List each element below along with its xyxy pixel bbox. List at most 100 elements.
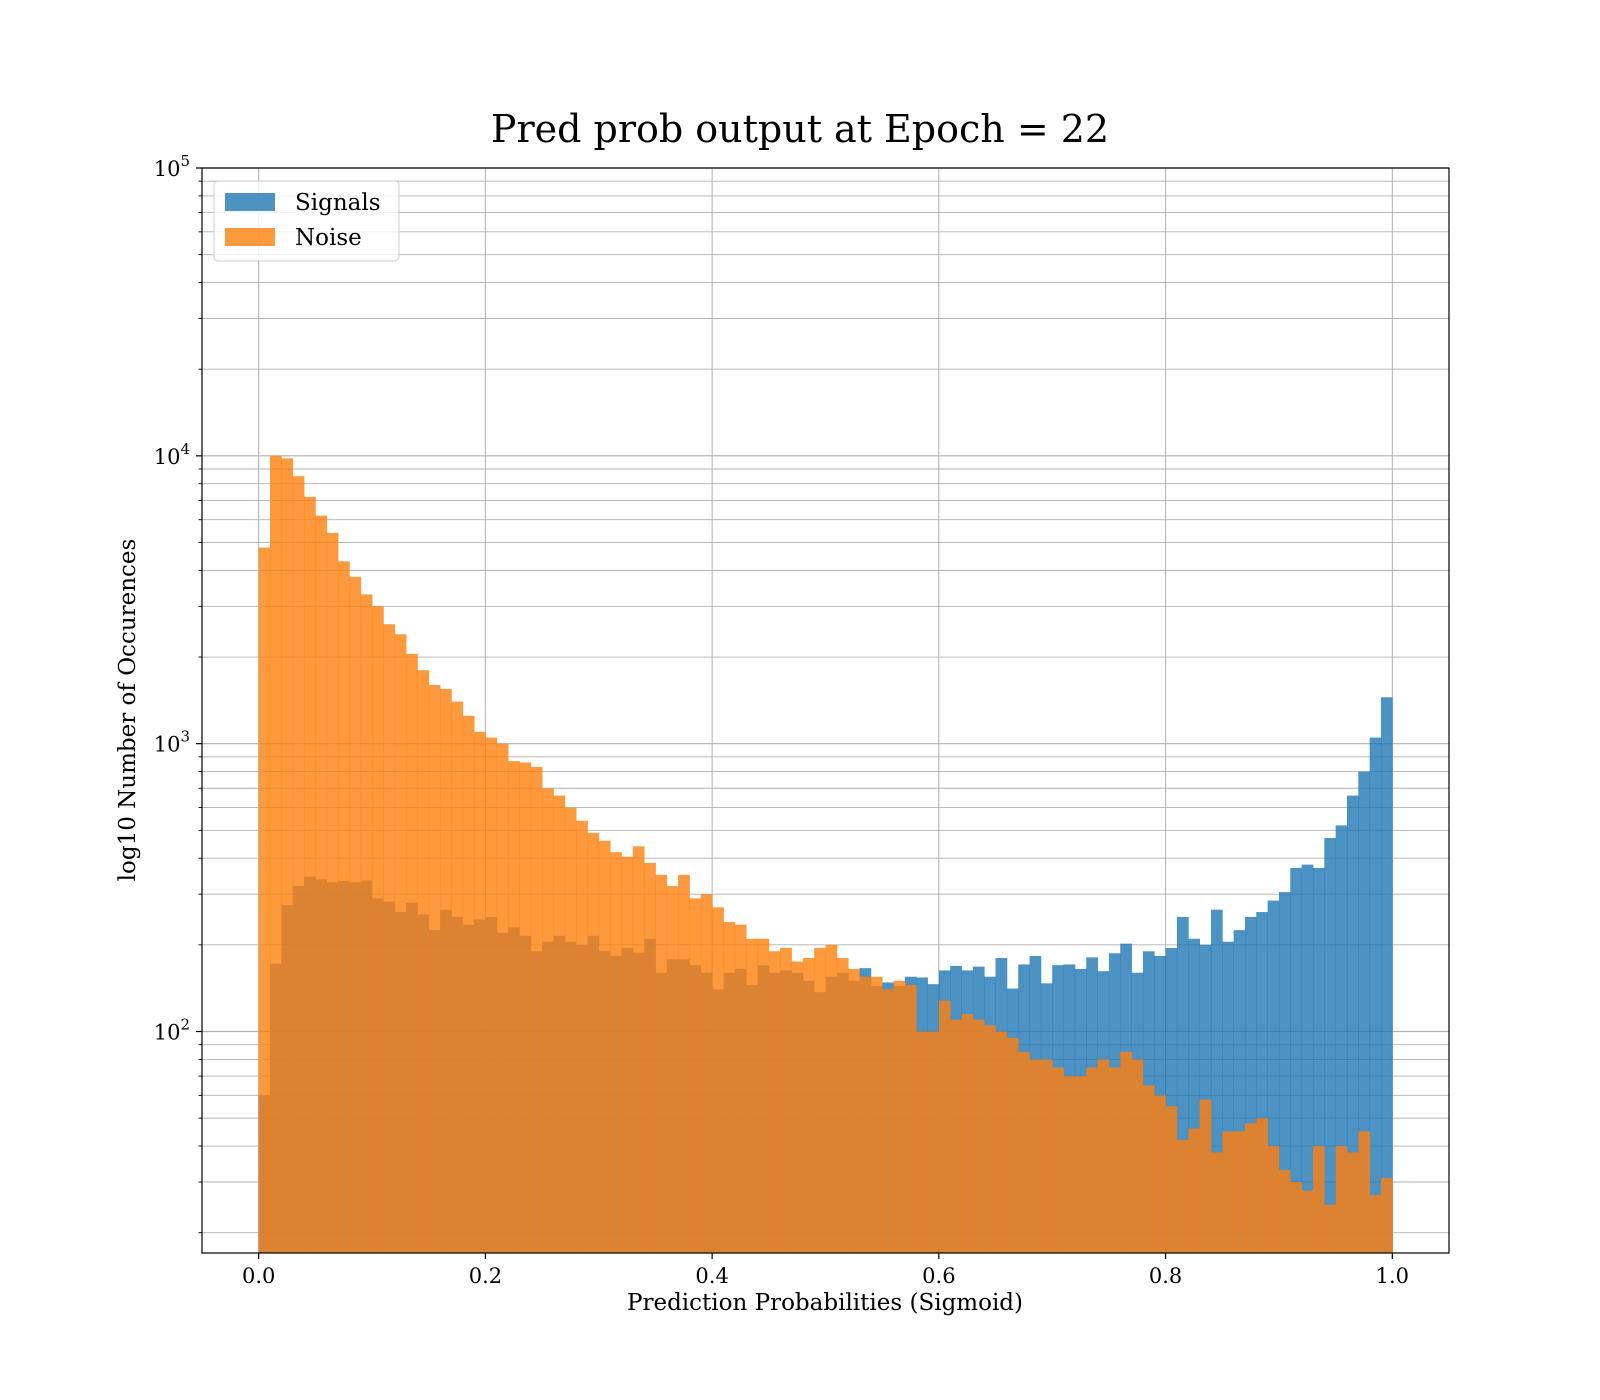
noise-bar bbox=[1086, 1067, 1098, 1253]
noise-bar bbox=[440, 688, 452, 1253]
noise-bar bbox=[1188, 1128, 1200, 1253]
noise-bar bbox=[428, 684, 441, 1253]
noise-bar bbox=[995, 1031, 1008, 1253]
signals-bar bbox=[1278, 892, 1291, 1253]
y-axis-label: log10 Number of Occurences bbox=[115, 539, 141, 882]
noise-bar bbox=[315, 515, 328, 1253]
noise-bar bbox=[1244, 1123, 1257, 1253]
noise-bar bbox=[1176, 1139, 1189, 1253]
noise-bar bbox=[1029, 1059, 1042, 1253]
noise-bar bbox=[1018, 1051, 1030, 1253]
noise-bar bbox=[972, 1019, 985, 1253]
x-axis-ticks: 0.0 0.2 0.4 0.6 0.8 1.0 bbox=[242, 1253, 1409, 1288]
signals-bar bbox=[1267, 900, 1280, 1253]
noise-bar bbox=[950, 1019, 962, 1253]
noise-bar bbox=[927, 1031, 940, 1253]
noise-bar bbox=[406, 653, 418, 1253]
noise-bar bbox=[610, 852, 622, 1253]
noise-bar bbox=[553, 795, 566, 1253]
noise-bar bbox=[360, 594, 373, 1253]
signals-bar bbox=[1176, 916, 1189, 1253]
noise-bar bbox=[1380, 1177, 1393, 1253]
noise-bar bbox=[870, 976, 883, 1253]
noise-bar bbox=[1312, 1146, 1325, 1253]
noise-bar bbox=[372, 606, 384, 1253]
signals-bar bbox=[1301, 864, 1314, 1253]
x-tick-label: 0.0 bbox=[242, 1264, 275, 1288]
noise-bar bbox=[802, 958, 815, 1253]
x-tick-label: 1.0 bbox=[1376, 1264, 1409, 1288]
noise-bar bbox=[1108, 1067, 1121, 1253]
noise-bar bbox=[961, 1014, 974, 1253]
noise-bar bbox=[825, 944, 838, 1253]
noise-bar bbox=[1074, 1076, 1087, 1253]
noise-bar bbox=[394, 634, 407, 1253]
legend-label-noise: Noise bbox=[295, 225, 362, 251]
noise-bar bbox=[984, 1025, 996, 1253]
noise-bar bbox=[791, 961, 804, 1253]
noise-bar bbox=[1040, 1059, 1053, 1253]
signals-bar bbox=[1312, 867, 1325, 1253]
noise-bar bbox=[451, 701, 464, 1253]
noise-bar bbox=[893, 980, 906, 1253]
y-tick-label: 105 bbox=[154, 152, 190, 181]
noise-bar bbox=[542, 788, 554, 1253]
noise-bar bbox=[1222, 1131, 1235, 1253]
signals-bar bbox=[1222, 941, 1235, 1253]
noise-bar bbox=[1358, 1131, 1371, 1253]
noise-bar bbox=[700, 894, 713, 1253]
noise-bar bbox=[462, 715, 475, 1253]
signals-bar bbox=[1165, 948, 1178, 1253]
x-axis-label: Prediction Probabilities (Sigmoid) bbox=[627, 1290, 1023, 1316]
noise-bar bbox=[1324, 1204, 1337, 1253]
noise-bar bbox=[848, 968, 860, 1253]
noise-bar bbox=[1335, 1146, 1348, 1253]
noise-bar bbox=[859, 976, 872, 1253]
noise-bar bbox=[689, 898, 702, 1253]
noise-bar bbox=[598, 840, 611, 1253]
noise-bar bbox=[723, 922, 736, 1253]
signals-bar bbox=[1346, 795, 1359, 1253]
noise-bar bbox=[292, 476, 305, 1254]
signals-bar bbox=[1335, 825, 1348, 1253]
noise-bar bbox=[281, 458, 294, 1253]
noise-bar bbox=[1097, 1059, 1110, 1253]
noise-bar bbox=[587, 832, 600, 1253]
noise-bar bbox=[349, 576, 362, 1253]
signals-bar bbox=[1199, 944, 1212, 1253]
noise-bar bbox=[666, 886, 679, 1253]
noise-bar bbox=[519, 762, 532, 1253]
noise-bar bbox=[383, 624, 396, 1253]
legend-swatch-noise bbox=[225, 228, 275, 246]
legend: Signals Noise bbox=[213, 180, 400, 262]
noise-bar bbox=[304, 496, 316, 1253]
noise-bar bbox=[485, 737, 498, 1253]
noise-bar bbox=[1199, 1099, 1212, 1253]
legend-swatch-signals bbox=[225, 193, 275, 211]
y-axis-ticks: 102 103 104 105 bbox=[154, 152, 202, 1234]
x-tick-label: 0.6 bbox=[922, 1264, 955, 1288]
chart-title: Pred prob output at Epoch = 22 bbox=[491, 107, 1109, 151]
noise-bar bbox=[644, 862, 656, 1253]
signals-bar bbox=[1256, 912, 1269, 1253]
noise-bar bbox=[1301, 1190, 1314, 1253]
noise-bar bbox=[1256, 1118, 1269, 1253]
noise-bar bbox=[258, 547, 271, 1253]
signals-bar bbox=[1233, 930, 1246, 1253]
noise-bar bbox=[1165, 1106, 1178, 1253]
plot-frame bbox=[201, 167, 1450, 1254]
signals-bar bbox=[1244, 916, 1257, 1253]
noise-bar bbox=[1142, 1085, 1155, 1253]
noise-bar bbox=[632, 846, 645, 1253]
noise-bar bbox=[746, 938, 758, 1253]
noise-bar bbox=[1346, 1152, 1359, 1253]
noise-bar bbox=[1154, 1095, 1166, 1253]
noise-bar bbox=[576, 820, 588, 1253]
series-noise bbox=[258, 455, 1393, 1254]
noise-bar bbox=[678, 874, 690, 1253]
signals-bar bbox=[1188, 938, 1200, 1253]
x-tick-label: 0.8 bbox=[1149, 1264, 1182, 1288]
noise-bar bbox=[1278, 1170, 1291, 1253]
noise-bar bbox=[938, 1000, 951, 1253]
noise-bar bbox=[338, 561, 350, 1253]
